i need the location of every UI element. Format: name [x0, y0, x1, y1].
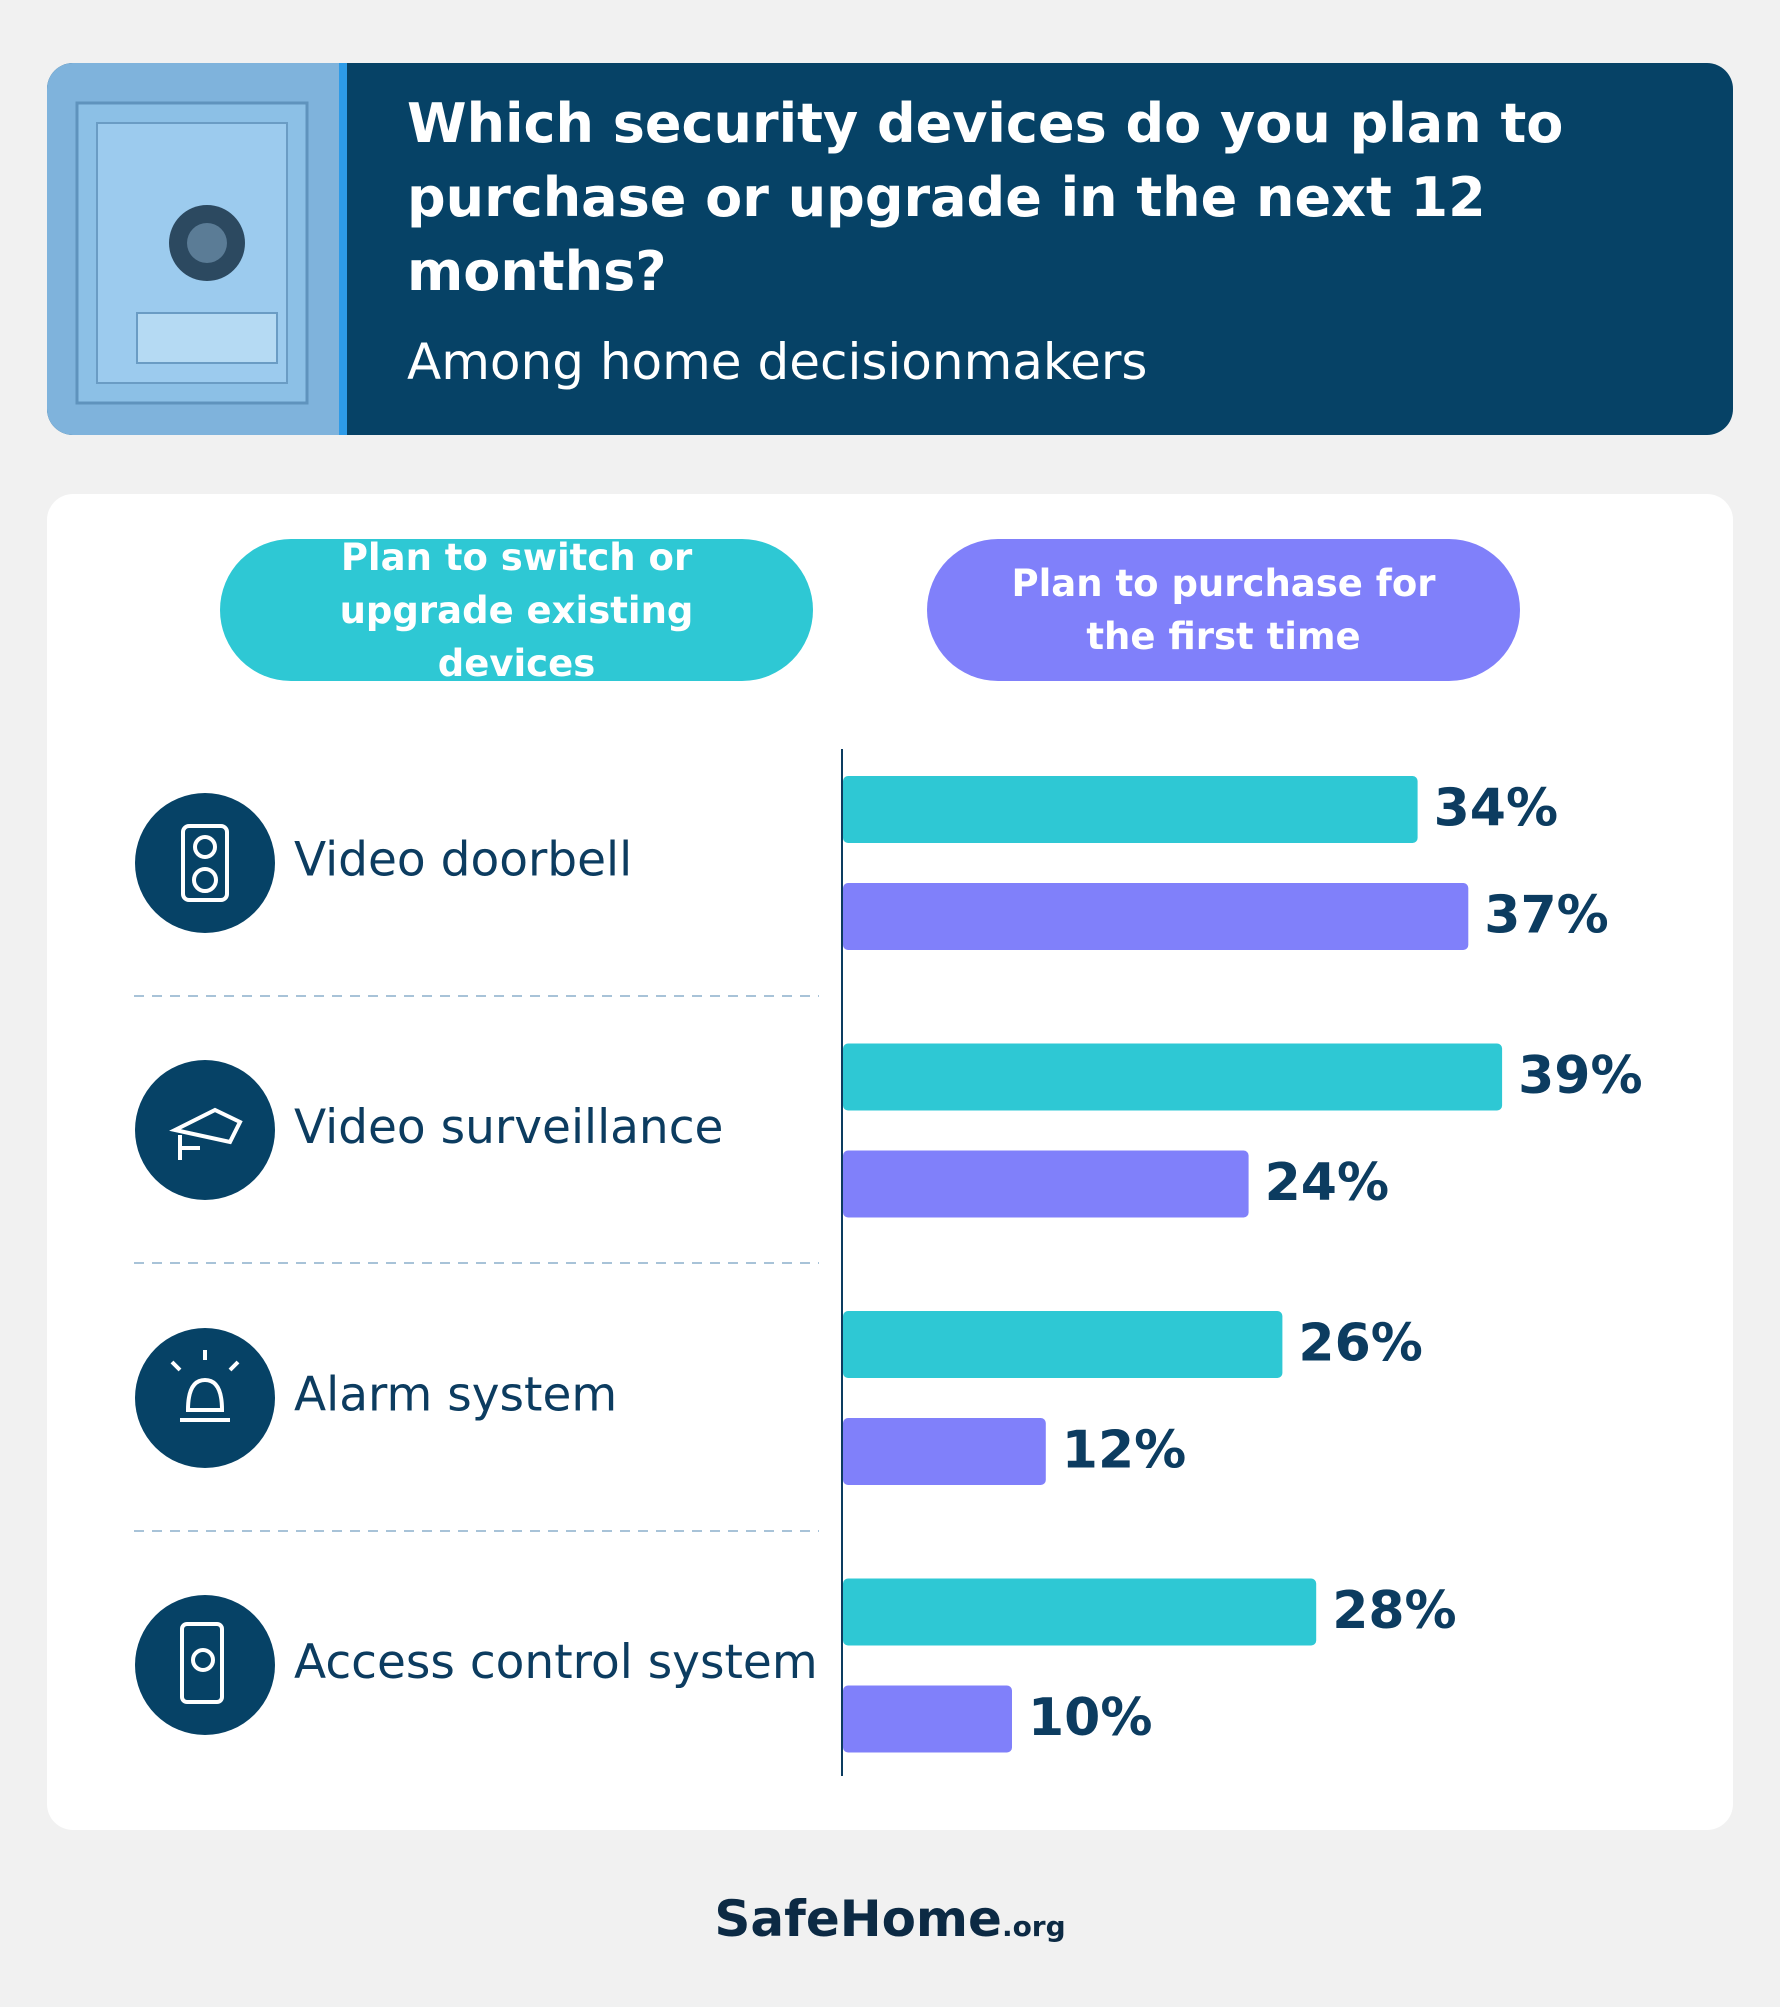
- chart-title: Which security devices do you plan to pu…: [407, 92, 1564, 303]
- footer: SafeHome.org: [0, 1890, 1780, 1948]
- legend-entry: Plan to purchase for the first time: [927, 539, 1520, 681]
- category-label: Access control system: [294, 1635, 818, 1690]
- value-label: 12%: [1062, 1421, 1186, 1481]
- separators: [134, 995, 819, 1532]
- chart-subtitle: Among home decisionmakers: [407, 333, 1148, 391]
- bar: [843, 776, 1418, 843]
- value-label: 34%: [1434, 779, 1558, 839]
- bar: [843, 1578, 1317, 1646]
- value-label: 10%: [1028, 1688, 1152, 1748]
- header-image: [47, 63, 347, 435]
- value-label: 24%: [1265, 1153, 1389, 1213]
- bar: [843, 1418, 1046, 1485]
- category-label: Video surveillance: [294, 1100, 723, 1155]
- value-label: 37%: [1484, 886, 1608, 946]
- icon-glyphs: [169, 824, 243, 1704]
- bar: [843, 883, 1469, 950]
- icons: [135, 793, 275, 1735]
- category-label: Video doorbell: [294, 833, 632, 888]
- brand: SafeHome: [714, 1890, 1002, 1948]
- value-label: 39%: [1518, 1046, 1642, 1106]
- bar: [843, 1311, 1283, 1378]
- legend-entry: Plan to switch or upgrade existing devic…: [220, 536, 813, 685]
- bar: [843, 1043, 1503, 1111]
- value-label: 26%: [1298, 1314, 1422, 1374]
- bar: [843, 1150, 1249, 1218]
- header: Which security devices do you plan to pu…: [47, 63, 1733, 435]
- bar: [843, 1685, 1012, 1753]
- value-label: 28%: [1332, 1581, 1456, 1641]
- brand-suffix: .org: [1001, 1910, 1066, 1943]
- category-label: Alarm system: [294, 1368, 617, 1423]
